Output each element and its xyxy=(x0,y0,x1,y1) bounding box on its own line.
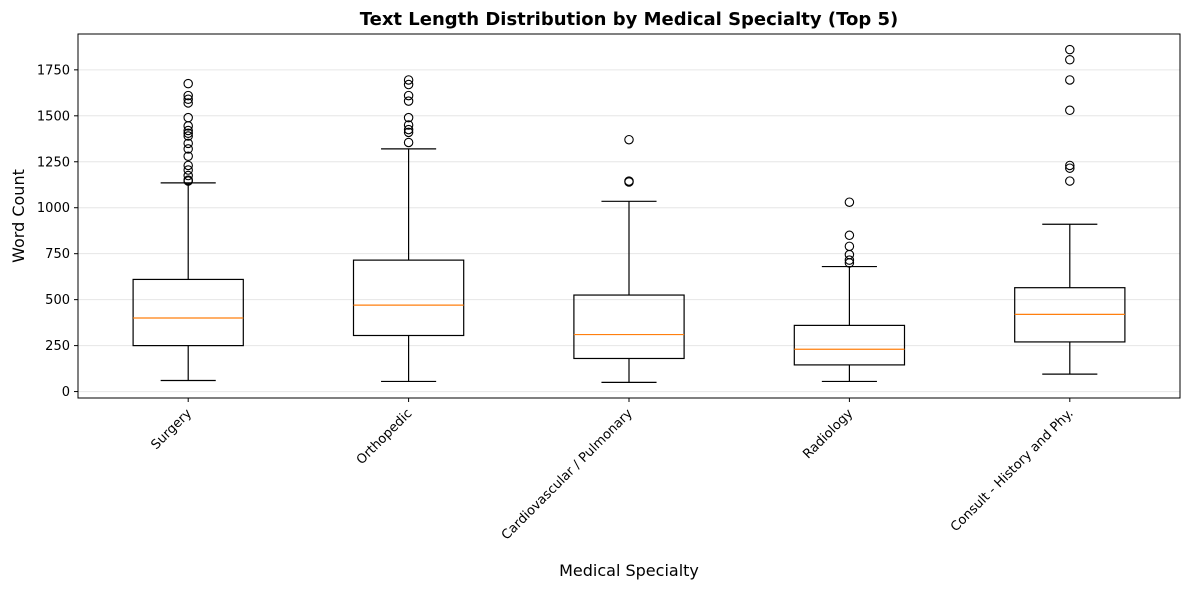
y-tick-label: 1000 xyxy=(37,201,70,216)
outlier-point xyxy=(1065,75,1075,85)
box-group xyxy=(1014,44,1126,375)
outlier-point xyxy=(1065,176,1075,186)
x-tick-label: Radiology xyxy=(800,406,856,462)
y-tick-label: 1250 xyxy=(37,155,70,170)
outlier-point xyxy=(183,138,193,149)
y-tick-label: 1750 xyxy=(37,63,70,78)
box-group xyxy=(132,78,244,382)
outlier-point xyxy=(403,120,414,130)
outlier-point xyxy=(183,98,193,108)
y-tick-label: 1500 xyxy=(37,109,70,124)
y-tick-label: 250 xyxy=(45,339,70,354)
outlier-point xyxy=(844,197,855,207)
outlier-point xyxy=(183,151,193,162)
y-axis: 0 250 500 750 1000 1250 1500 1750 xyxy=(37,63,78,400)
outlier-point xyxy=(403,124,414,135)
outlier-point xyxy=(183,125,193,136)
outlier-point xyxy=(1065,160,1075,171)
outlier-point xyxy=(183,112,193,123)
outlier-point xyxy=(403,75,414,85)
outlier-point xyxy=(183,175,193,185)
outlier-point xyxy=(183,131,193,141)
outlier-point xyxy=(1065,44,1075,55)
box-iqr xyxy=(793,324,906,366)
outlier-point xyxy=(844,241,855,252)
box-group xyxy=(352,75,465,383)
chart-title: Text Length Distribution by Medical Spec… xyxy=(360,9,899,30)
x-tick-label: Orthopedic xyxy=(354,406,416,468)
x-axis-title: Medical Specialty xyxy=(559,561,699,580)
outlier-point xyxy=(403,96,414,106)
box-series xyxy=(132,44,1126,383)
outlier-point xyxy=(183,128,193,139)
outlier-point xyxy=(1065,54,1075,65)
outlier-point xyxy=(1065,163,1075,173)
outlier-point xyxy=(403,137,414,148)
x-tick-label: Consult - History and Phy. xyxy=(948,406,1077,535)
outlier-point xyxy=(403,79,414,90)
outlier-point xyxy=(183,160,193,171)
outlier-point xyxy=(183,94,193,105)
box-iqr xyxy=(132,278,244,347)
box-group xyxy=(573,134,685,383)
y-tick-label: 500 xyxy=(45,293,70,308)
box-group xyxy=(793,197,906,383)
outlier-point xyxy=(403,127,414,138)
box-iqr xyxy=(573,294,685,360)
outlier-point xyxy=(844,230,855,241)
box-iqr xyxy=(352,259,465,337)
outlier-point xyxy=(844,249,855,260)
outlier-point xyxy=(183,144,193,154)
outlier-point xyxy=(624,134,634,145)
outlier-point xyxy=(183,78,193,89)
outlier-point xyxy=(844,255,855,265)
x-tick-label: Cardiovascular / Pulmonary xyxy=(499,406,636,543)
outlier-point xyxy=(403,112,414,123)
y-axis-title: Word Count xyxy=(9,169,28,263)
y-tick-label: 750 xyxy=(45,247,70,262)
y-tick-label: 0 xyxy=(62,385,70,400)
outlier-point xyxy=(183,170,193,181)
outlier-point xyxy=(1065,105,1075,116)
outlier-point xyxy=(624,176,634,186)
outlier-point xyxy=(403,90,414,101)
outlier-point xyxy=(183,165,193,175)
x-axis: Surgery Orthopedic Cardiovascular / Pulmon… xyxy=(148,398,1077,543)
outlier-point xyxy=(183,90,193,101)
x-tick-label: Surgery xyxy=(148,406,195,453)
